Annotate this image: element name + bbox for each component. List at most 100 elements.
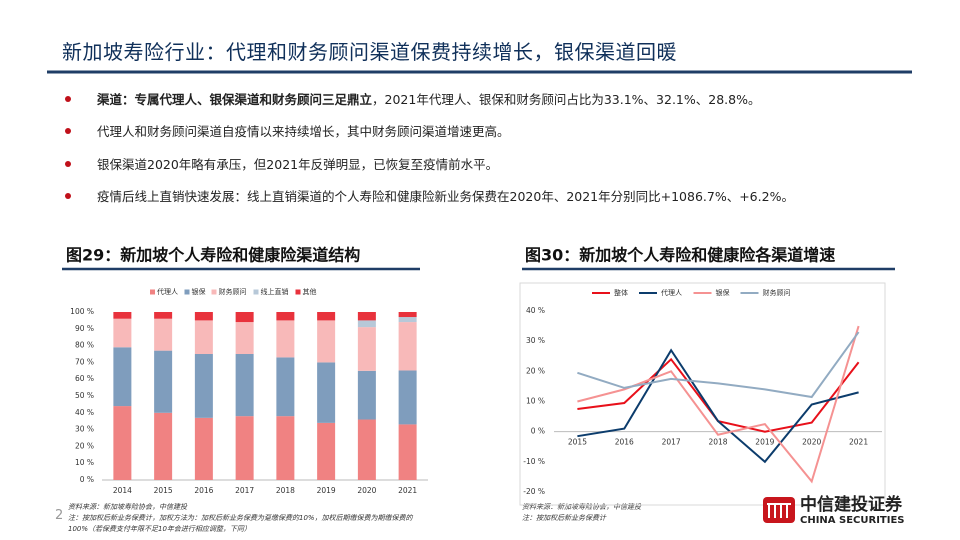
y-tick-label: 70 % — [75, 357, 94, 366]
x-tick-label: 2021 — [398, 486, 417, 495]
note-line: 资料来源：新加坡寿险协会，中信建投 — [522, 503, 641, 511]
note-line: 注：按加权后新业务保费计 — [522, 514, 606, 522]
x-tick-label: 2016 — [194, 486, 213, 495]
logo-icon — [763, 497, 795, 523]
x-tick-label: 2014 — [113, 486, 132, 495]
x-tick-label: 2020 — [802, 438, 821, 447]
logo-english: CHINA SECURITIES — [800, 515, 905, 526]
bar-segment — [317, 362, 336, 423]
x-tick-label: 2018 — [708, 438, 727, 447]
x-tick-label: 2017 — [235, 486, 254, 495]
bar-segment — [154, 312, 173, 319]
note-line: 资料来源：新加坡寿险协会，中信建投 — [68, 503, 187, 511]
chart-title: 图30：新加坡个人寿险和健康险各渠道增速 — [525, 246, 835, 265]
bar-segment — [276, 416, 295, 480]
x-tick-label: 2015 — [154, 486, 173, 495]
bar-segment — [194, 312, 213, 321]
legend-swatch — [184, 289, 190, 295]
y-tick-label: 0 % — [80, 475, 94, 484]
bar-segment — [113, 347, 132, 407]
bar-segment — [398, 370, 417, 425]
series-line — [577, 325, 860, 484]
bullet-text: 银保渠道2020年略有承压，但2021年反弹明显，已恢复至疫情前水平。 — [97, 157, 499, 172]
bar-segment — [398, 317, 417, 323]
bar-segment — [154, 412, 173, 480]
y-tick-label: 40 % — [526, 306, 545, 315]
legend-label: 银保 — [192, 287, 206, 296]
bar-segment — [317, 312, 336, 321]
bar-segment — [113, 312, 132, 319]
source-note: 资料来源：新加坡寿险协会，中信建投注：按加权后新业务保费计，加权方法为：加权后新… — [68, 502, 428, 535]
plot-frame — [519, 282, 886, 506]
bar-segment — [357, 312, 376, 321]
bullet: 疫情后线上直销快速发展：线上直销渠道的个人寿险和健康险新业务保费在2020年、2… — [62, 182, 912, 211]
bar-segment — [276, 312, 295, 321]
bar-segment — [357, 320, 376, 328]
chart-title: 图29：新加坡个人寿险和健康险渠道结构 — [66, 246, 360, 265]
legend-label: 其他 — [303, 287, 317, 296]
y-tick-label: 40 % — [75, 408, 94, 417]
y-tick-label: -10 % — [523, 457, 545, 466]
legend-swatch — [253, 289, 259, 295]
bar-segment — [235, 416, 254, 480]
y-tick-label: 30 % — [526, 336, 545, 345]
legend-label: 线上直销 — [261, 287, 289, 296]
y-tick-label: 30 % — [75, 425, 94, 434]
y-tick-label: 10 % — [75, 458, 94, 467]
legend-label: 代理人 — [661, 288, 682, 297]
y-tick-label: 90 % — [75, 324, 94, 333]
x-tick-label: 2015 — [568, 438, 587, 447]
bar-segment — [317, 320, 336, 363]
x-tick-label: 2019 — [317, 486, 336, 495]
y-tick-label: 0 % — [531, 427, 545, 436]
note-line: 注：按加权后新业务保费计，加权方法为：加权后新业务保费为趸缴保费的10%，加权后… — [68, 514, 413, 533]
y-tick-label: 50 % — [75, 391, 94, 400]
bar-segment — [398, 312, 417, 318]
y-tick-label: 80 % — [75, 341, 94, 350]
page-number: 2 — [55, 508, 64, 523]
bullet: 渠道：专属代理人、银保渠道和财务顾问三足鼎立，2021年代理人、银保和财务顾问占… — [62, 85, 912, 114]
bullet-text: 疫情后线上直销快速发展：线上直销渠道的个人寿险和健康险新业务保费在2020年、2… — [97, 189, 794, 204]
y-tick-label: -20 % — [523, 487, 545, 496]
bar-segment — [194, 417, 213, 480]
bullet: 银保渠道2020年略有承压，但2021年反弹明显，已恢复至疫情前水平。 — [62, 150, 912, 179]
bar-segment — [154, 350, 173, 413]
bar-segment — [357, 370, 376, 420]
bar-segment — [398, 322, 417, 371]
logo-name: 中信建投证券 — [800, 494, 903, 515]
x-tick-label: 2017 — [662, 438, 681, 447]
bar-segment — [235, 354, 254, 417]
y-tick-label: 20 % — [75, 441, 94, 450]
bar-segment — [317, 422, 336, 480]
bullet: 代理人和财务顾问渠道自疫情以来持续增长，其中财务顾问渠道增速更高。 — [62, 117, 912, 146]
x-tick-label: 2018 — [276, 486, 295, 495]
bar-segment — [113, 406, 132, 480]
x-tick-label: 2020 — [357, 486, 376, 495]
logo: 中信建投证券 CHINA SECURITIES — [763, 494, 905, 526]
bar-segment — [276, 357, 295, 417]
bar-segment — [357, 327, 376, 371]
source-note: 资料来源：新加坡寿险协会，中信建投 注：按加权后新业务保费计 — [522, 502, 742, 524]
x-tick-label: 2019 — [755, 438, 774, 447]
bullet-text: 代理人和财务顾问渠道自疫情以来持续增长，其中财务顾问渠道增速更高。 — [97, 124, 510, 139]
legend-swatch — [295, 289, 301, 295]
legend-label: 整体 — [614, 288, 628, 297]
y-tick-label: 10 % — [526, 397, 545, 406]
bar-segment — [113, 318, 132, 348]
x-tick-label: 2021 — [849, 438, 868, 447]
bar-segment — [235, 322, 254, 354]
x-tick-label: 2016 — [615, 438, 634, 447]
logo-icon-lines — [767, 503, 791, 518]
bar-segment — [154, 318, 173, 351]
legend-label: 财务顾问 — [763, 288, 791, 297]
y-tick-label: 60 % — [75, 374, 94, 383]
bullet-bold: 渠道：专属代理人、银保渠道和财务顾问三足鼎立 — [97, 92, 373, 107]
y-tick-label: 20 % — [526, 366, 545, 375]
legend-label: 代理人 — [157, 287, 178, 296]
bar-segment — [194, 320, 213, 354]
series-line — [577, 331, 860, 399]
bar-segment — [357, 419, 376, 480]
bullet-text: ，2021年代理人、银保和财务顾问占比为33.1%、32.1%、28.8%。 — [372, 92, 761, 107]
